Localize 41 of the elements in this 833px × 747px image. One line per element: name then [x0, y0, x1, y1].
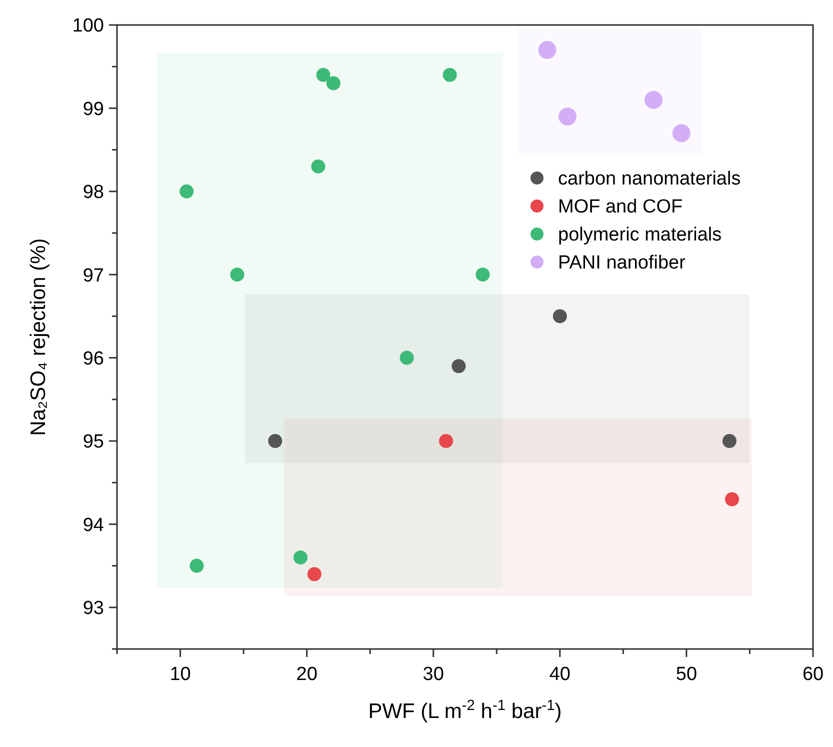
- point: [400, 350, 414, 365]
- point: [180, 184, 194, 198]
- point: [725, 492, 740, 506]
- y-tick-label: 99: [82, 98, 104, 120]
- point: [476, 268, 490, 282]
- y-tick-label: 96: [82, 348, 104, 370]
- point: [672, 124, 690, 142]
- point: [326, 76, 340, 90]
- point: [316, 68, 330, 82]
- y-tick-label: 94: [82, 514, 104, 536]
- point: [452, 359, 466, 374]
- point: [442, 68, 457, 82]
- legend-label: MOF and COF: [558, 196, 683, 218]
- point: [644, 90, 663, 109]
- point: [307, 567, 322, 582]
- y-tick-label: 100: [72, 16, 104, 37]
- point: [439, 434, 454, 448]
- point: [230, 268, 244, 282]
- point: [552, 309, 567, 324]
- point: [558, 108, 576, 126]
- point: [190, 558, 204, 573]
- point: [268, 434, 282, 448]
- x-tick-label: 10: [170, 664, 191, 685]
- point: [311, 159, 326, 174]
- y-tick-label: 93: [82, 598, 104, 620]
- point: [538, 40, 556, 59]
- x-tick-label: 40: [549, 664, 570, 685]
- legend-label: carbon nanomaterials: [558, 168, 741, 190]
- y-axis-title: Na₂SO₄ rejection (%): [27, 238, 50, 436]
- legend-label: PANI nanofiber: [558, 252, 686, 274]
- x-tick-label: 20: [296, 664, 318, 685]
- point: [722, 434, 736, 448]
- x-axis-title: PWF (L m$^{-2}$ h$^{-1}$ bar$^{-1}$): [368, 698, 562, 723]
- point: [293, 550, 308, 564]
- x-tick-label: 50: [676, 664, 698, 685]
- y-tick-label: 97: [82, 265, 104, 286]
- legend-label: polymeric materials: [558, 224, 722, 246]
- x-tick-label: 30: [422, 664, 444, 685]
- y-tick-label: 95: [82, 432, 104, 453]
- y-tick-label: 98: [82, 182, 104, 204]
- x-tick-label: 60: [802, 664, 824, 685]
